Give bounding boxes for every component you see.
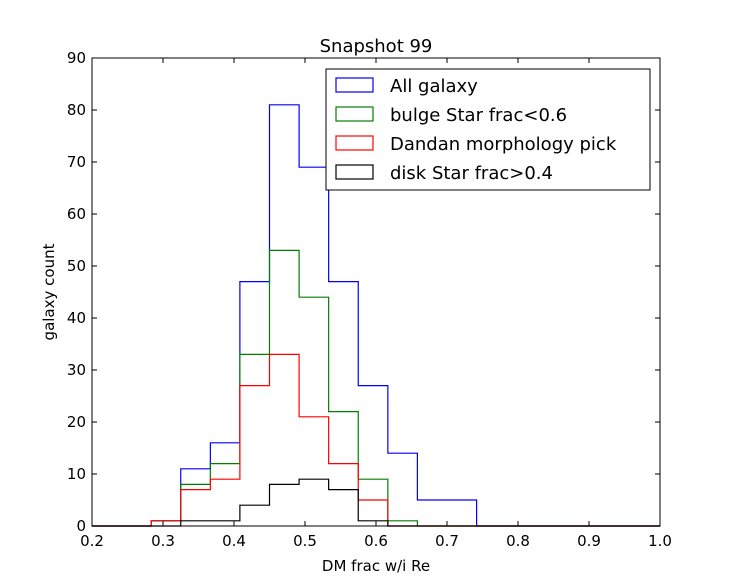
legend-frame: [325, 68, 651, 191]
y-tick-label: 50: [67, 257, 86, 275]
x-tick-label: 0.9: [577, 532, 601, 550]
legend-label-dandan: Dandan morphology pick: [390, 134, 617, 155]
x-tick-label: 0.4: [222, 532, 246, 550]
y-tick-label: 30: [67, 361, 86, 379]
x-tick-label: 0.3: [151, 532, 175, 550]
plot-frame: [91, 57, 661, 527]
x-axis-title: DM frac w/i Re: [322, 557, 430, 575]
y-tick-label: 80: [67, 101, 86, 119]
y-tick-label: 90: [67, 49, 86, 67]
legend: All galaxy bulge Star frac<0.6 Dandan mo…: [325, 68, 651, 191]
legend-swatch-bulge: [335, 106, 374, 122]
legend-swatch-all-galaxy: [335, 77, 374, 93]
y-tick-label: 10: [67, 465, 86, 483]
x-tick-label: 0.8: [506, 532, 530, 550]
y-tick-label: 40: [67, 309, 86, 327]
legend-label-disk: disk Star frac>0.4: [390, 163, 553, 184]
legend-swatch-disk: [335, 164, 374, 180]
tick-layer: 0.2 0.3 0.4 0.5 0.6 0.7 0.8 0.9 1.0 0 10 20 30 40 50 60…: [67, 49, 672, 550]
chart-title: Snapshot 99: [320, 36, 433, 57]
y-tick-label: 0: [76, 517, 86, 535]
x-tick-label: 0.2: [80, 532, 104, 550]
x-tick-label: 0.5: [293, 532, 317, 550]
legend-label-bulge: bulge Star frac<0.6: [390, 105, 567, 126]
y-tick-label: 20: [67, 413, 86, 431]
x-tick-label: 1.0: [648, 532, 672, 550]
y-tick-label: 60: [67, 205, 86, 223]
y-axis-title: galaxy count: [40, 243, 58, 340]
legend-label-all-galaxy: All galaxy: [390, 76, 478, 97]
y-tick-label: 70: [67, 153, 86, 171]
x-tick-label: 0.7: [435, 532, 459, 550]
x-tick-label: 0.6: [364, 532, 388, 550]
legend-swatch-dandan: [335, 135, 374, 151]
